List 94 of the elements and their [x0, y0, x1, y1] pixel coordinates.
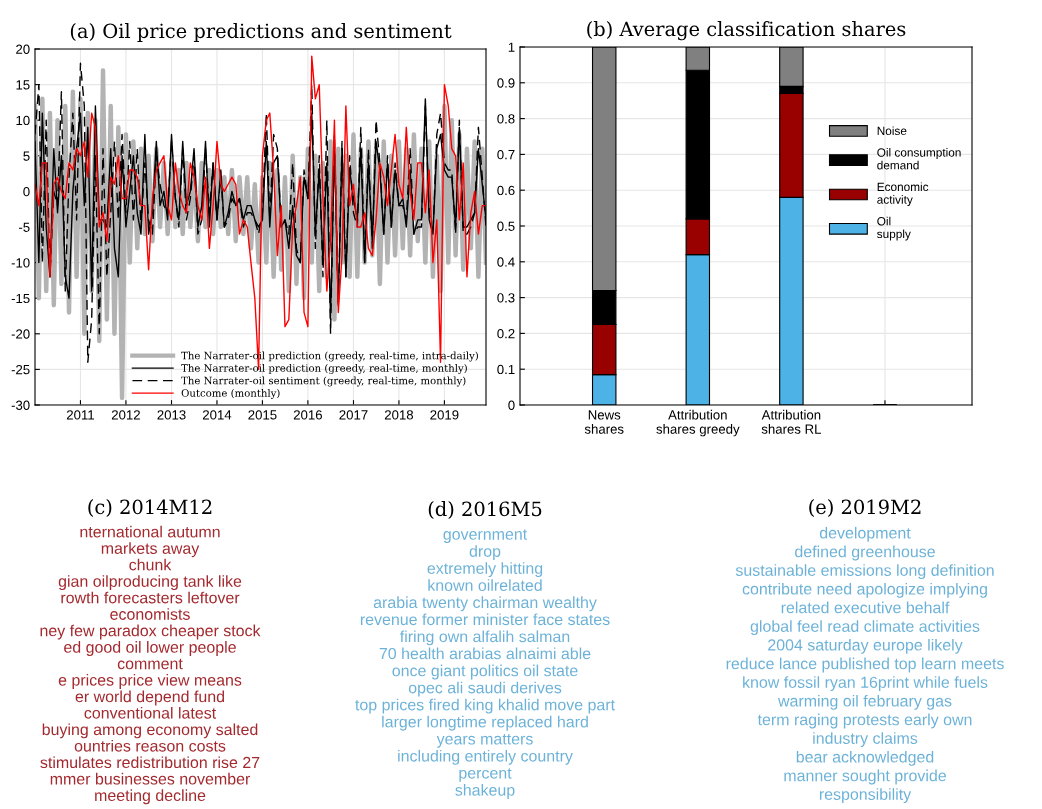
y-tick-label: -15 [11, 293, 30, 304]
text: years matters [436, 734, 533, 748]
y-tick-label: 0 [23, 186, 30, 197]
text: percent [459, 768, 512, 782]
text: nternational autumn [80, 525, 220, 538]
legend-label: Outcome (monthly) [181, 388, 280, 399]
legend-label: Noise [877, 126, 907, 136]
text: comment [117, 658, 183, 670]
y-tick-label: 0.6 [497, 185, 515, 196]
text: extremely hitting [427, 562, 543, 578]
x-tick-label: Attribution shares greedy [656, 409, 740, 437]
y-tick-label: -20 [11, 329, 30, 339]
x-tick-label: 2012 [111, 410, 140, 420]
text: including entirely country [398, 749, 573, 765]
legend-label: The Narrater-oil sentiment (greedy, real-time, monthly) [181, 376, 466, 387]
text: larger longtime replaced hard [382, 715, 588, 731]
y-tick-label: 5 [23, 151, 30, 161]
y-tick-label: 0.8 [497, 114, 515, 124]
text: shakeup [455, 784, 515, 799]
text: ountries reason costs [74, 739, 226, 752]
y-tick-label: 20 [16, 44, 30, 54]
x-tick-label: 2017 [339, 410, 368, 420]
text: reduce lance published top learn meets [726, 657, 1004, 673]
text: manner sought provide [784, 769, 946, 785]
x-tick-label: 2016 [293, 410, 322, 420]
y-tick-label: -5 [18, 222, 30, 232]
text: (e) 2019M2 [809, 499, 921, 517]
text: responsibility [819, 788, 912, 804]
text: mmer businesses november [50, 772, 251, 785]
y-tick-label: 1 [508, 42, 515, 52]
y-tick-label: -25 [11, 364, 30, 375]
text: markets away [101, 542, 200, 558]
x-tick-label: 2019 [430, 410, 459, 420]
text: 70 health arabias alnaimi able [379, 647, 591, 660]
text: chunk [129, 558, 172, 571]
y-tick-label: 0.1 [497, 364, 515, 375]
x-tick-label: 2011 [66, 410, 95, 420]
text: er world depend fund [75, 690, 225, 706]
y-tick-label: 0.4 [497, 257, 515, 267]
text: known oilrelated [428, 579, 542, 592]
text: buying among economy salted [42, 723, 258, 739]
text: bear acknowledged [796, 750, 934, 766]
text: stimulates redistribution rise 27 [40, 756, 260, 769]
x-tick-label: 2014 [202, 410, 232, 420]
text: know fossil ryan 16print while fuels [743, 676, 988, 692]
y-tick-label: 0.7 [497, 149, 515, 160]
text: opec ali saudi derives [408, 681, 562, 697]
text: government [443, 529, 528, 543]
text: top prices fired king khalid move part [355, 698, 615, 714]
legend-label: Oil supply [877, 216, 911, 241]
y-tick-label: 0 [508, 400, 515, 410]
y-tick-label: -30 [11, 400, 30, 410]
y-tick-label: 0.9 [497, 78, 515, 88]
text: industry claims [813, 732, 918, 748]
y-tick-label: -10 [11, 258, 30, 268]
y-tick-label: 0.2 [497, 328, 515, 339]
text: conventional latest [84, 706, 217, 719]
legend-label: Economic activity [877, 182, 929, 207]
text: meeting decline [95, 789, 206, 805]
text: term raging protests early own [757, 713, 972, 729]
legend-label: Oil consumption demand [877, 148, 961, 170]
y-tick-label: 0.3 [497, 293, 515, 303]
text: 2004 saturday europe likely [768, 638, 963, 654]
x-tick-label: 2013 [157, 410, 186, 420]
x-tick-label: Attribution shares RL [761, 409, 822, 434]
y-tick-label: 0.5 [497, 221, 515, 231]
text: ney few paradox cheaper stock [40, 624, 261, 640]
text: warming oil february gas [777, 694, 952, 710]
y-tick-label: 10 [16, 115, 30, 126]
text: arabia twenty chairman wealthy [373, 596, 597, 612]
x-tick-label: 2018 [384, 410, 414, 420]
text: once giant politics oil state [392, 664, 578, 680]
y-tick-label: 15 [16, 80, 30, 90]
text: global feel read climate activities [750, 620, 980, 636]
text: rowth forecasters leftover [61, 591, 240, 604]
text: (d) 2016M5 [428, 501, 542, 519]
text: related executive behalf [781, 601, 950, 614]
x-tick-label: News shares [584, 410, 624, 434]
text: economists [110, 608, 190, 620]
text: defined greenhouse [795, 545, 935, 561]
text: (c) 2014M12 [88, 499, 212, 517]
chart-title: (b) Average classification shares [587, 21, 906, 41]
chart-title: (a) Oil price predictions and sentiment [70, 23, 452, 42]
x-tick-label: 2015 [248, 410, 277, 420]
text: development [819, 526, 911, 542]
text: ed good oil lower people [64, 641, 236, 656]
text: revenue former minister face states [360, 613, 610, 626]
text: gian oilproducing tank like [58, 575, 242, 591]
text: firing own alfalih salman [400, 630, 570, 646]
text: drop [469, 545, 501, 561]
legend-label: The Narrater-oil prediction (greedy, real-time, monthly) [181, 363, 467, 374]
text: e prices price view means [58, 674, 242, 689]
text: contribute need apologize implying [742, 582, 987, 598]
text: sustainable emissions long definition [735, 564, 994, 580]
